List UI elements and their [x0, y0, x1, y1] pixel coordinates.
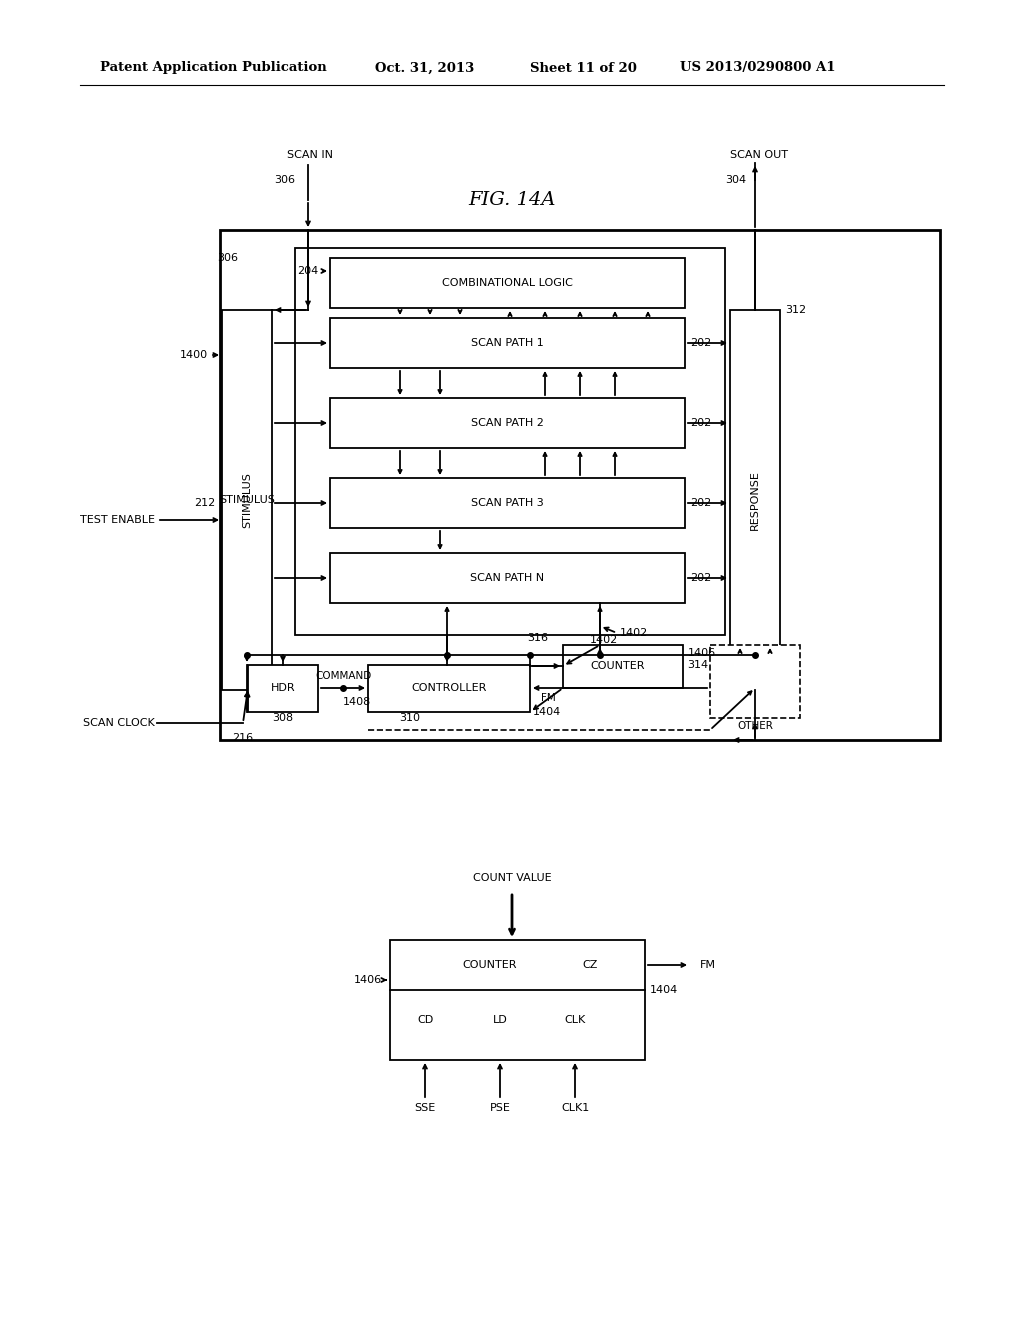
Text: 316: 316	[527, 634, 548, 643]
Text: 212: 212	[194, 498, 215, 508]
Bar	[330, 399, 685, 447]
Text: SCAN PATH 2: SCAN PATH 2	[471, 418, 544, 428]
Text: CD: CD	[417, 1015, 433, 1026]
Bar	[330, 553, 685, 603]
Text: 1402: 1402	[620, 628, 648, 638]
Text: TEST ENABLE: TEST ENABLE	[80, 515, 155, 525]
Bar	[248, 665, 318, 711]
Text: 308: 308	[272, 713, 294, 723]
Text: 1404: 1404	[534, 708, 561, 717]
Bar	[222, 310, 272, 690]
Text: SCAN PATH N: SCAN PATH N	[470, 573, 544, 583]
Text: 1406: 1406	[688, 648, 716, 657]
Text: 306: 306	[217, 253, 238, 263]
Text: PSE: PSE	[489, 1104, 510, 1113]
Text: Oct. 31, 2013: Oct. 31, 2013	[375, 62, 474, 74]
Text: HDR: HDR	[270, 682, 295, 693]
Text: Sheet 11 of 20: Sheet 11 of 20	[530, 62, 637, 74]
Text: 1404: 1404	[650, 985, 678, 995]
Text: CZ: CZ	[583, 960, 598, 970]
Text: 1406: 1406	[354, 975, 382, 985]
Text: CONTROLLER: CONTROLLER	[412, 682, 486, 693]
Bar	[295, 248, 725, 635]
Bar	[390, 940, 645, 1060]
Text: OTHER: OTHER	[737, 721, 773, 731]
Text: 202: 202	[690, 338, 712, 348]
Text: SCAN PATH 3: SCAN PATH 3	[471, 498, 544, 508]
Bar	[730, 310, 780, 690]
Text: CLK: CLK	[564, 1015, 586, 1026]
Bar	[563, 645, 683, 688]
Text: STIMULUS: STIMULUS	[219, 495, 274, 506]
Text: SCAN CLOCK: SCAN CLOCK	[83, 718, 155, 729]
Text: COUNTER: COUNTER	[463, 960, 517, 970]
Text: 1408: 1408	[343, 697, 372, 708]
Text: SCAN IN: SCAN IN	[287, 150, 333, 160]
Text: FM: FM	[700, 960, 716, 970]
Bar	[710, 645, 800, 718]
Text: Patent Application Publication: Patent Application Publication	[100, 62, 327, 74]
Bar	[368, 665, 530, 711]
Text: COMBINATIONAL LOGIC: COMBINATIONAL LOGIC	[441, 279, 572, 288]
Text: 202: 202	[690, 573, 712, 583]
Text: 202: 202	[690, 498, 712, 508]
Text: US 2013/0290800 A1: US 2013/0290800 A1	[680, 62, 836, 74]
Text: SCAN PATH 1: SCAN PATH 1	[471, 338, 544, 348]
Bar	[330, 257, 685, 308]
Text: 1400: 1400	[180, 350, 208, 360]
Text: CLK1: CLK1	[561, 1104, 589, 1113]
Text: SCAN OUT: SCAN OUT	[730, 150, 788, 160]
Text: COUNT VALUE: COUNT VALUE	[473, 873, 551, 883]
Text: 216: 216	[232, 733, 254, 743]
Text: 202: 202	[690, 418, 712, 428]
Text: 306: 306	[274, 176, 295, 185]
Text: 314: 314	[687, 660, 708, 671]
Text: 304: 304	[725, 176, 746, 185]
Text: STIMULUS: STIMULUS	[242, 473, 252, 528]
Text: LD: LD	[493, 1015, 507, 1026]
Text: 1402: 1402	[590, 635, 618, 645]
Text: COUNTER: COUNTER	[591, 661, 645, 671]
Text: 204: 204	[297, 267, 318, 276]
Bar	[330, 478, 685, 528]
Text: 310: 310	[399, 713, 421, 723]
Bar	[330, 318, 685, 368]
Text: FM: FM	[541, 693, 555, 704]
Text: 312: 312	[785, 305, 806, 315]
Text: RESPONSE: RESPONSE	[750, 470, 760, 529]
Text: COMMAND: COMMAND	[314, 671, 371, 681]
Text: FIG. 14A: FIG. 14A	[468, 191, 556, 209]
Bar	[220, 230, 940, 741]
Text: SSE: SSE	[415, 1104, 435, 1113]
